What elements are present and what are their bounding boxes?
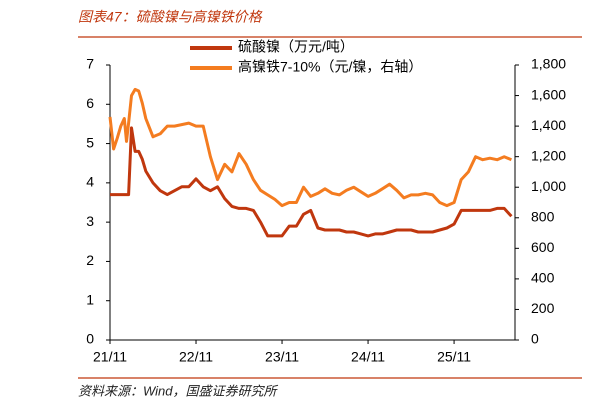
- source: 资料来源：Wind，国盛证券研究所: [78, 383, 279, 398]
- x-tick-label: 25/11: [437, 349, 471, 365]
- legend-label: 高镍铁7-10%（元/镍，右轴）: [238, 59, 422, 75]
- legend-label: 硫酸镍（万元/吨）: [238, 39, 354, 55]
- y2-tick-label: 0: [531, 331, 539, 347]
- y2-tick-label: 1,800: [531, 56, 566, 72]
- y2-tick-label: 200: [531, 300, 555, 316]
- series-line: [110, 126, 513, 238]
- y-tick-label: 7: [86, 56, 94, 72]
- series-line: [108, 87, 512, 208]
- y-tick-label: 2: [86, 252, 94, 268]
- y-tick-label: 0: [86, 331, 94, 347]
- y2-tick-label: 1,000: [531, 178, 566, 194]
- y2-tick-label: 800: [531, 208, 555, 224]
- x-tick-label: 23/11: [265, 349, 299, 365]
- x-tick-label: 24/11: [351, 349, 385, 365]
- y2-tick-label: 1,600: [531, 86, 566, 102]
- y2-tick-label: 400: [531, 270, 555, 286]
- y-tick-label: 4: [86, 174, 94, 190]
- chart-title: 图表47：硫酸镍与高镍铁价格: [78, 9, 263, 25]
- y2-tick-label: 1,400: [531, 117, 566, 133]
- x-tick-label: 21/11: [93, 349, 127, 365]
- y2-tick-label: 1,200: [531, 147, 566, 163]
- y-tick-label: 5: [86, 134, 94, 150]
- y2-tick-label: 600: [531, 239, 555, 255]
- y-tick-label: 6: [86, 95, 94, 111]
- y-tick-label: 3: [86, 213, 94, 229]
- x-tick-label: 22/11: [179, 349, 213, 365]
- y-tick-label: 1: [86, 291, 94, 307]
